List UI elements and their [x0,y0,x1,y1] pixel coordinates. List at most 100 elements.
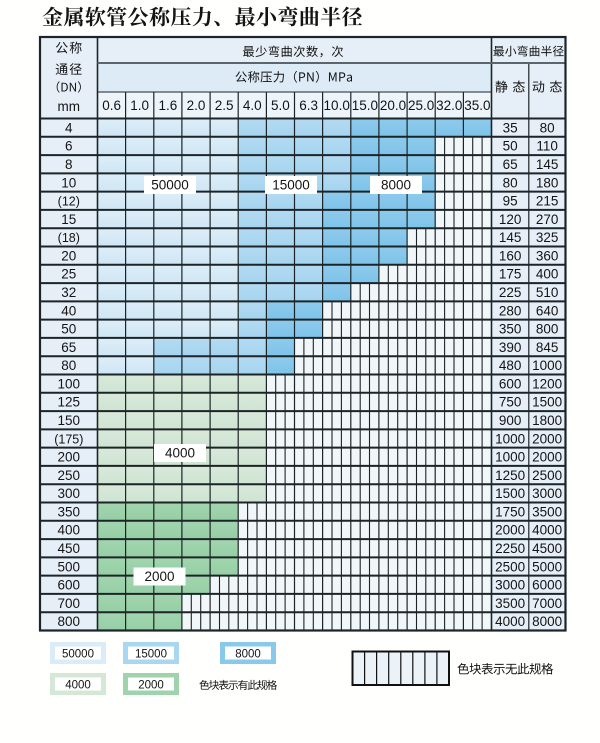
svg-text:280: 280 [499,303,522,318]
svg-text:2000: 2000 [532,431,562,446]
svg-text:15000: 15000 [272,178,310,193]
svg-text:700: 700 [58,596,81,611]
svg-text:5.0: 5.0 [271,98,290,113]
svg-text:390: 390 [499,340,522,355]
svg-text:8000: 8000 [235,648,261,660]
svg-text:3500: 3500 [532,504,562,519]
svg-text:35.0: 35.0 [464,98,490,113]
svg-text:15: 15 [61,212,76,227]
svg-text:10.0: 10.0 [324,98,350,113]
svg-text:20.0: 20.0 [380,98,406,113]
svg-text:3000: 3000 [532,486,562,501]
svg-text:32: 32 [61,285,76,300]
svg-text:50: 50 [503,139,518,154]
svg-text:145: 145 [536,157,559,172]
svg-text:1200: 1200 [532,376,562,391]
svg-text:7000: 7000 [532,596,562,611]
svg-text:510: 510 [536,285,559,300]
svg-text:480: 480 [499,358,522,373]
svg-text:145: 145 [499,230,522,245]
svg-text:1000: 1000 [495,431,525,446]
svg-text:125: 125 [58,395,81,410]
svg-text:mm: mm [58,99,81,114]
svg-text:4000: 4000 [495,614,525,629]
svg-text:50000: 50000 [62,648,94,660]
svg-text:110: 110 [536,139,558,154]
svg-text:6: 6 [65,139,73,154]
svg-text:4000: 4000 [165,446,195,461]
svg-text:350: 350 [58,504,81,519]
svg-text:4000: 4000 [65,679,91,691]
svg-text:65: 65 [61,340,76,355]
svg-text:8000: 8000 [532,614,562,629]
svg-text:4.0: 4.0 [243,98,262,113]
svg-text:6000: 6000 [532,578,562,593]
svg-text:(175): (175) [54,432,83,446]
svg-text:4: 4 [65,120,73,135]
svg-text:6.3: 6.3 [299,98,318,113]
svg-text:80: 80 [61,358,76,373]
svg-text:0.6: 0.6 [102,98,121,113]
svg-text:50: 50 [61,322,76,337]
svg-text:175: 175 [499,267,522,282]
svg-text:350: 350 [499,322,522,337]
svg-text:900: 900 [499,413,522,428]
svg-text:8: 8 [65,157,73,172]
svg-text:400: 400 [58,523,81,538]
svg-text:215: 215 [536,194,559,209]
svg-text:25: 25 [61,267,76,282]
svg-text:750: 750 [499,395,522,410]
svg-text:2000: 2000 [138,679,164,691]
svg-text:2500: 2500 [532,468,562,483]
svg-text:400: 400 [536,267,559,282]
svg-text:1.6: 1.6 [159,98,178,113]
svg-text:250: 250 [58,468,81,483]
svg-text:1000: 1000 [495,450,525,465]
svg-text:2000: 2000 [495,523,525,538]
svg-text:150: 150 [58,413,81,428]
svg-text:10: 10 [61,175,76,190]
svg-text:1250: 1250 [495,468,525,483]
svg-text:25.0: 25.0 [408,98,434,113]
svg-text:800: 800 [58,614,81,629]
svg-text:450: 450 [58,541,81,556]
svg-text:20: 20 [61,248,76,263]
svg-text:(18): (18) [58,231,80,245]
svg-text:2.5: 2.5 [215,98,234,113]
svg-text:2.0: 2.0 [187,98,206,113]
svg-text:2250: 2250 [495,541,525,556]
svg-text:40: 40 [61,303,76,318]
svg-text:15.0: 15.0 [352,98,378,113]
svg-text:300: 300 [58,486,81,501]
svg-text:32.0: 32.0 [436,98,462,113]
svg-text:600: 600 [499,376,522,391]
svg-text:4000: 4000 [532,523,562,538]
svg-text:2000: 2000 [532,450,562,465]
svg-text:95: 95 [503,194,518,209]
svg-text:225: 225 [499,285,522,300]
svg-text:845: 845 [536,340,559,355]
svg-text:325: 325 [536,230,559,245]
svg-text:3000: 3000 [495,578,525,593]
svg-text:200: 200 [58,450,81,465]
svg-text:600: 600 [58,578,81,593]
svg-text:360: 360 [536,248,559,263]
svg-text:(12): (12) [58,195,80,209]
svg-text:2500: 2500 [495,559,525,574]
svg-text:1800: 1800 [532,413,562,428]
svg-text:2000: 2000 [144,569,174,584]
svg-text:4500: 4500 [532,541,562,556]
svg-text:15000: 15000 [135,648,167,660]
svg-text:65: 65 [503,157,518,172]
svg-text:640: 640 [536,303,559,318]
svg-text:1500: 1500 [532,395,562,410]
svg-text:35: 35 [503,120,518,135]
svg-text:1000: 1000 [532,358,562,373]
svg-text:500: 500 [58,559,81,574]
svg-text:3500: 3500 [495,596,525,611]
svg-text:1500: 1500 [495,486,525,501]
svg-text:5000: 5000 [532,559,562,574]
svg-text:80: 80 [503,175,518,190]
svg-text:120: 120 [499,212,522,227]
svg-text:270: 270 [536,212,559,227]
